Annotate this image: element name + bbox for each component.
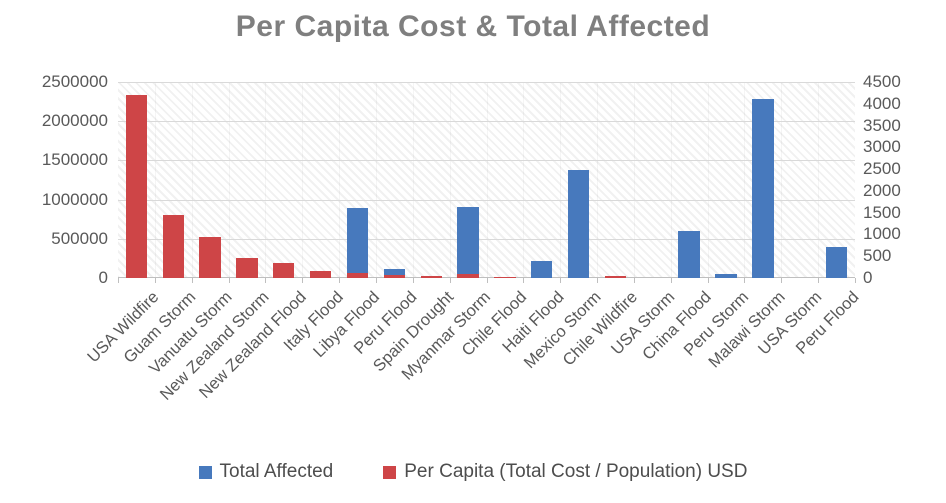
plot-vertical-seam — [412, 82, 414, 278]
bar-per-capita-0 — [125, 95, 148, 278]
bar-per-capita-2 — [199, 237, 221, 278]
bar-per-capita-1 — [162, 214, 184, 278]
bar-per-capita-4 — [273, 262, 295, 278]
plot-area — [118, 82, 855, 278]
gridline — [118, 160, 855, 162]
x-tick-mark — [118, 278, 119, 283]
x-tick-mark — [670, 278, 672, 283]
bar-per-capita-7 — [383, 275, 406, 278]
x-tick-mark — [560, 278, 562, 283]
gridline — [118, 238, 855, 240]
legend-item: Per Capita (Total Cost / Population) USD — [383, 461, 747, 483]
legend-label: Total Affected — [219, 461, 334, 482]
y-tick-label-right: 2000 — [863, 180, 901, 200]
y-tick-label-left: 0 — [98, 268, 108, 287]
bar-total-affected-15 — [678, 230, 700, 278]
legend-item: Total Affected — [198, 461, 334, 483]
bar-per-capita-5 — [309, 271, 332, 278]
gridline — [118, 121, 855, 123]
y-tick-label-right: 500 — [863, 246, 892, 266]
plot-vertical-seam — [302, 82, 304, 278]
bar-total-affected-12 — [567, 169, 590, 278]
y-tick-label-right: 0 — [863, 268, 873, 287]
plot-vertical-seam — [744, 82, 746, 278]
x-tick-mark — [154, 278, 156, 283]
x-tick-mark — [191, 278, 193, 283]
gridline — [118, 199, 855, 201]
y-axis-left: 2500000 2000000 1500000 1000000 500000 0 — [0, 72, 108, 287]
x-tick-mark — [818, 278, 820, 283]
y-tick-label-left: 500000 — [51, 228, 108, 248]
y-tick-label-right: 3500 — [863, 115, 901, 135]
y-tick-label-left: 2500000 — [41, 72, 108, 91]
y-tick-label-right: 1500 — [863, 202, 901, 222]
y-tick-label-right: 3000 — [863, 137, 901, 157]
x-tick-mark — [375, 278, 377, 283]
x-tick-mark — [486, 278, 488, 283]
chart-title: Per Capita Cost & Total Affected — [235, 10, 711, 43]
bar-total-affected-19 — [825, 246, 848, 278]
legend-swatch-icon — [383, 465, 397, 479]
y-tick-label-right: 4000 — [863, 93, 901, 113]
gridline — [118, 82, 855, 83]
bar-total-affected-9 — [457, 206, 479, 278]
plot-vertical-seam — [781, 82, 783, 278]
plot-vertical-seam — [633, 82, 635, 278]
x-tick-mark — [228, 278, 230, 283]
y-tick-label-right: 2500 — [863, 159, 901, 179]
bar-per-capita-10 — [494, 276, 516, 278]
plot-vertical-seam — [818, 82, 820, 278]
bar-per-capita-13 — [604, 276, 627, 278]
y-tick-label-left: 2000000 — [41, 111, 108, 131]
plot-vertical-seam — [375, 82, 377, 278]
plot-vertical-seam — [191, 82, 193, 278]
plot-vertical-seam — [560, 82, 562, 278]
bar-per-capita-6 — [346, 273, 369, 278]
y-tick-label-right: 4500 — [863, 72, 901, 91]
plot-vertical-seam — [154, 82, 156, 278]
plot-vertical-seam — [486, 82, 488, 278]
x-axis-line — [118, 277, 855, 278]
bar-total-affected-7 — [383, 269, 406, 278]
x-tick-mark — [633, 278, 635, 283]
x-tick-mark — [855, 278, 856, 283]
plot-vertical-seam — [449, 82, 451, 278]
legend: Total Affected Per Capita (Total Cost / P… — [0, 461, 946, 483]
bar-total-affected-11 — [531, 261, 553, 278]
legend-swatch-icon — [198, 465, 212, 479]
x-tick-mark — [265, 278, 267, 283]
x-tick-mark — [449, 278, 451, 283]
legend-label: Per Capita (Total Cost / Population) USD — [404, 461, 748, 482]
bar-total-affected-17 — [752, 99, 774, 278]
x-tick-mark — [707, 278, 709, 283]
x-axis-ticks — [118, 278, 856, 284]
x-tick-mark — [302, 278, 304, 283]
plot-vertical-seam — [707, 82, 709, 278]
x-tick-mark — [744, 278, 746, 283]
x-tick-mark — [412, 278, 414, 283]
x-tick-mark — [339, 278, 341, 283]
x-tick-mark — [781, 278, 783, 283]
plot-vertical-seam — [265, 82, 267, 278]
bar-per-capita-9 — [457, 274, 479, 278]
x-tick-mark — [523, 278, 525, 283]
bar-total-affected-16 — [715, 274, 737, 278]
plot-vertical-seam — [339, 82, 341, 278]
plot-vertical-seam — [523, 82, 525, 278]
y-axis-right: 4500 4000 3500 3000 2500 2000 1500 1000 500 0 — [863, 72, 943, 287]
y-tick-label-left: 1500000 — [41, 150, 108, 170]
bar-per-capita-3 — [236, 257, 258, 278]
y-tick-label-right: 1000 — [863, 224, 901, 244]
bar-total-affected-6 — [346, 208, 369, 278]
x-tick-mark — [597, 278, 599, 283]
y-tick-label-left: 1000000 — [41, 189, 108, 209]
bar-per-capita-8 — [420, 276, 442, 278]
plot-vertical-seam — [670, 82, 672, 278]
plot-vertical-seam — [228, 82, 230, 278]
plot-vertical-seam — [597, 82, 599, 278]
